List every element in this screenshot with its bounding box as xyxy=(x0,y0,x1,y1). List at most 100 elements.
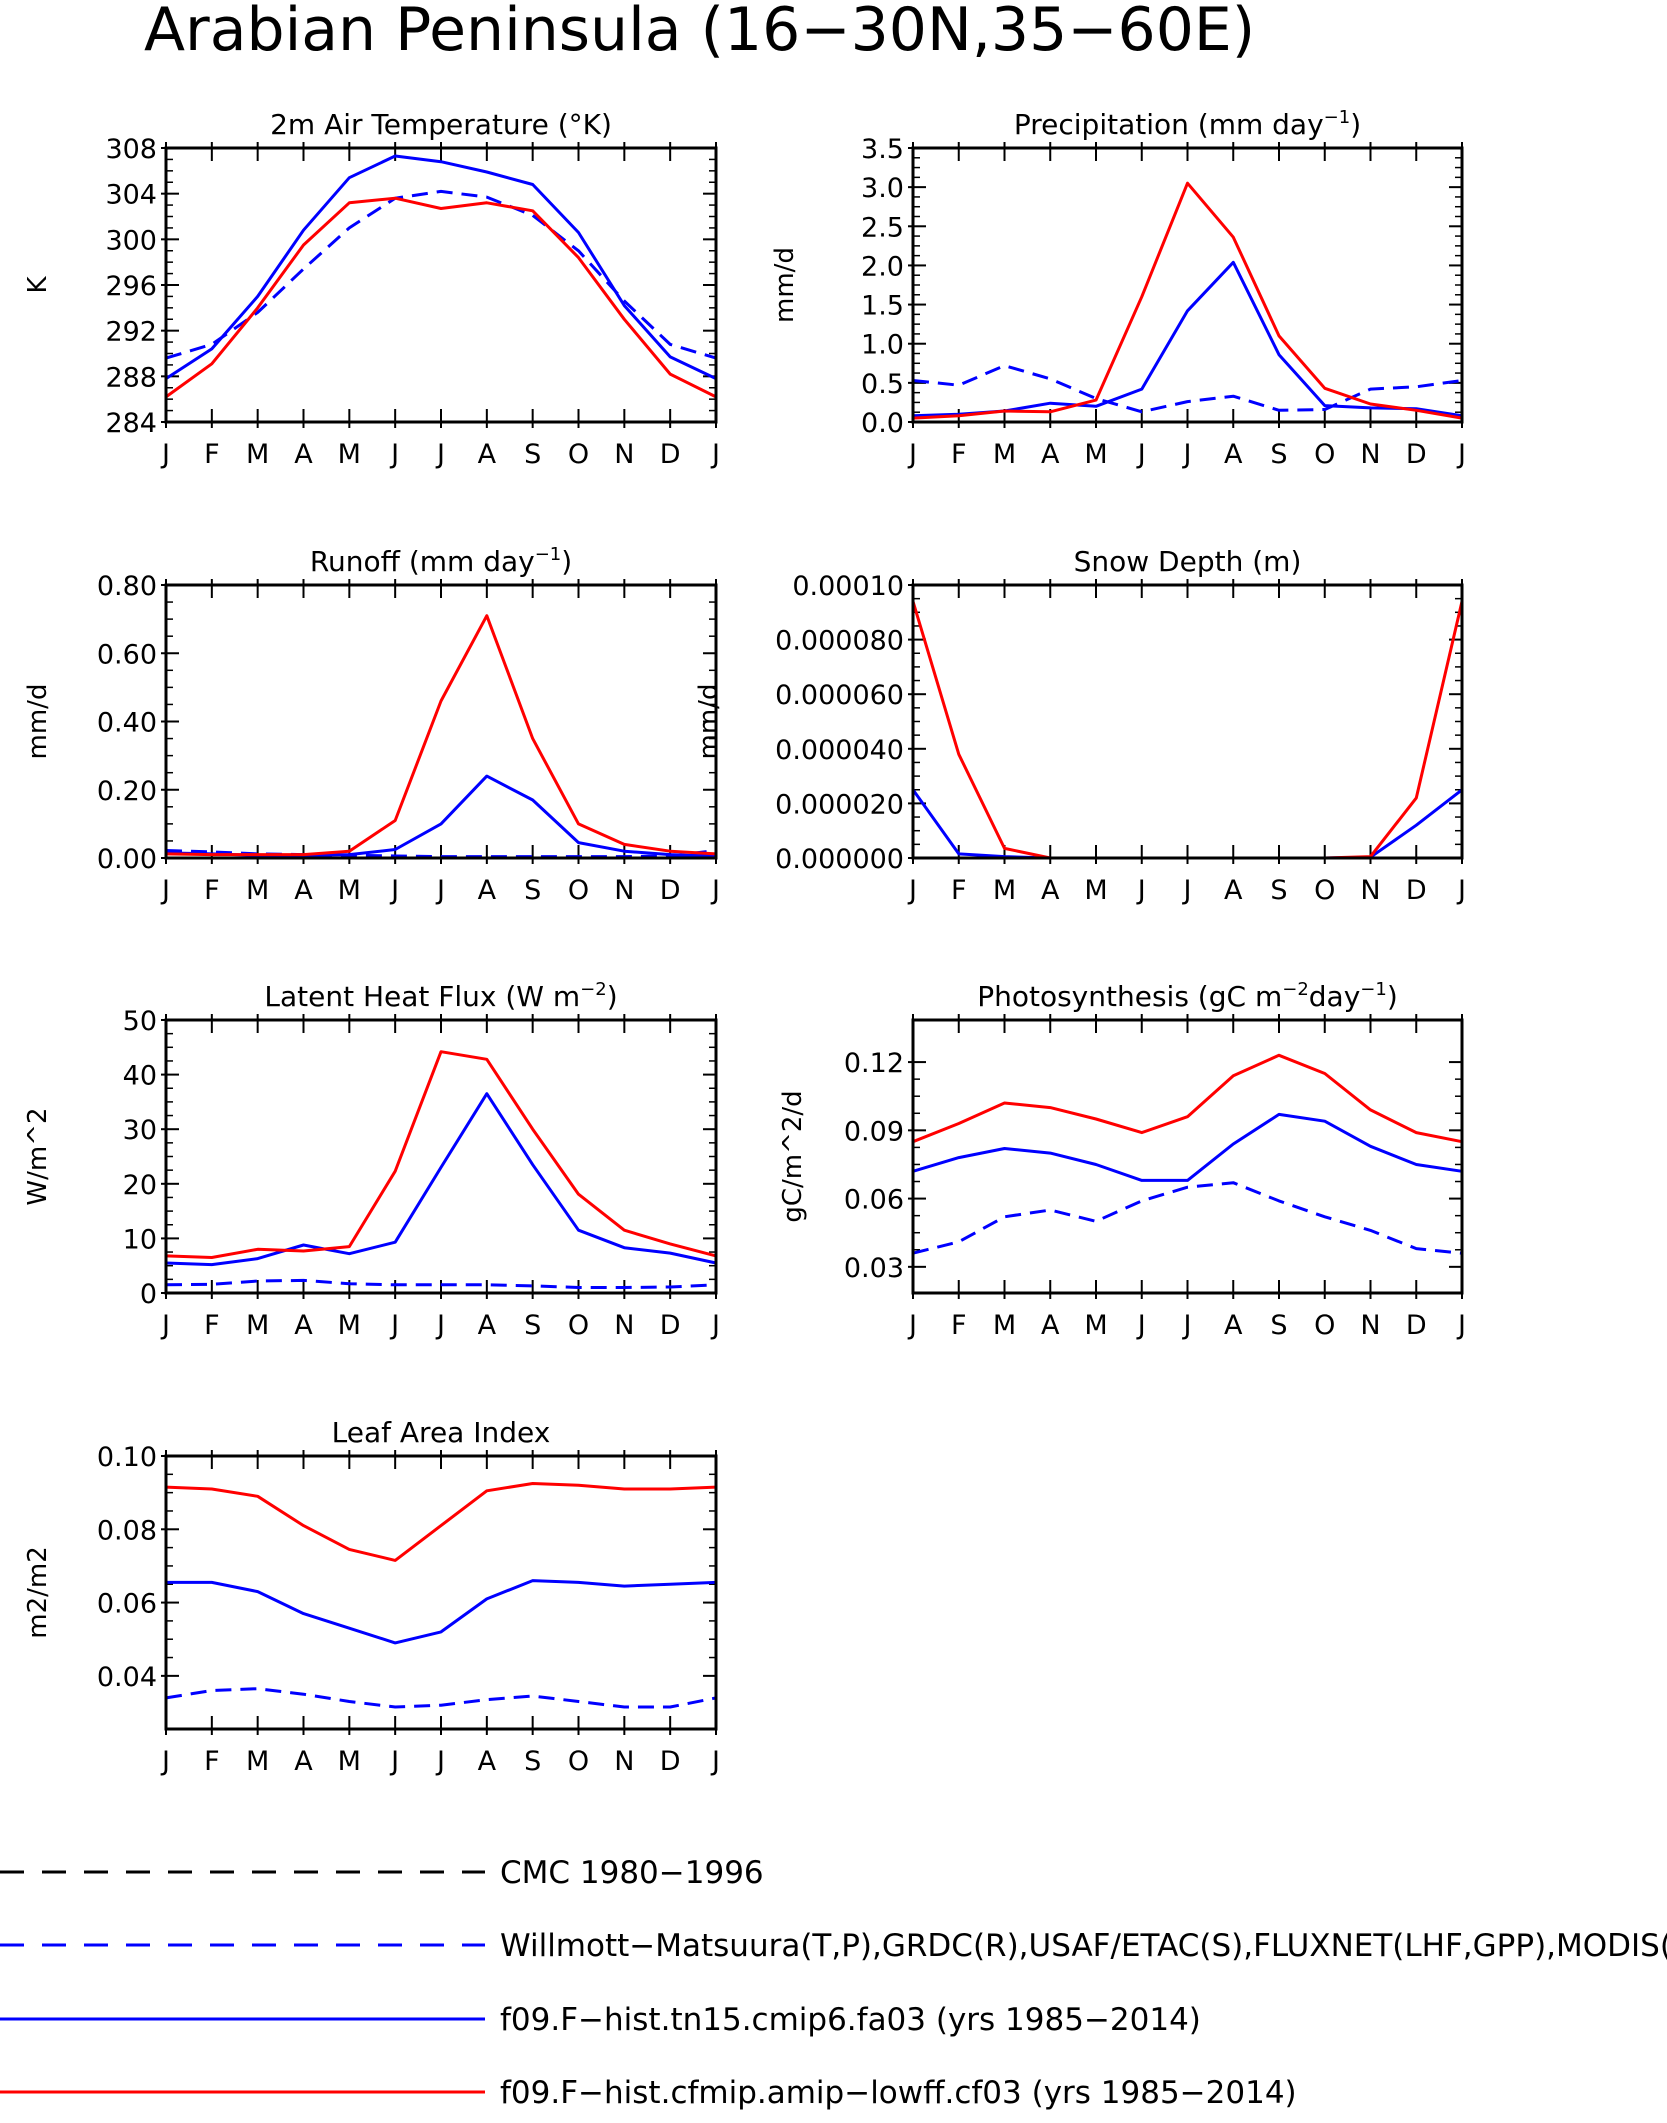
x-tick-label: N xyxy=(614,1310,634,1341)
x-tick-label: M xyxy=(246,1746,269,1777)
series-line-model2 xyxy=(912,1053,1463,1144)
x-tick-label: J xyxy=(389,439,399,470)
series-line-obs xyxy=(912,364,1463,414)
panel-title-text: 2m Air Temperature (°K) xyxy=(270,108,612,141)
series-line-model2 xyxy=(912,181,1463,420)
panel-title: Snow Depth (m) xyxy=(1074,545,1302,578)
plot-frame xyxy=(911,1018,1464,1295)
x-tick-label: D xyxy=(660,1746,681,1777)
plot-frame xyxy=(164,1018,718,1295)
x-tick-label: O xyxy=(568,439,589,470)
panel-title: 2m Air Temperature (°K) xyxy=(270,108,612,141)
x-tick-label: J xyxy=(435,1310,445,1341)
x-tick-label: F xyxy=(204,875,220,906)
x-tick-label: J xyxy=(1182,439,1192,470)
x-tick-label: M xyxy=(246,875,269,906)
x-tick-label: M xyxy=(993,875,1016,906)
panel-title: Runoff (mm day−1) xyxy=(310,544,572,578)
y-tick-label: 2.5 xyxy=(861,212,904,243)
x-tick-label: J xyxy=(710,875,720,906)
legend-label-2: Willmott−Matsuura(T,P),GRDC(R),USAF/ETAC… xyxy=(500,1928,1667,1964)
x-tick-label: F xyxy=(951,875,967,906)
panel-title-superscript: −1 xyxy=(1360,979,1387,1000)
y-tick-label: 30 xyxy=(123,1115,157,1146)
panel-title-text: Snow Depth (m) xyxy=(1074,545,1302,578)
x-tick-label: A xyxy=(478,875,497,906)
x-tick-label: F xyxy=(204,1310,220,1341)
x-tick-label: N xyxy=(614,875,634,906)
x-tick-label: M xyxy=(338,439,361,470)
x-tick-label: O xyxy=(568,875,589,906)
y-tick-label: 0.40 xyxy=(97,708,157,739)
x-tick-label: S xyxy=(1270,439,1287,470)
y-tick-label: 288 xyxy=(105,362,157,393)
x-tick-label: A xyxy=(294,1310,313,1341)
x-tick-label: A xyxy=(294,875,313,906)
x-tick-label: A xyxy=(1224,875,1243,906)
y-tick-label: 0.06 xyxy=(97,1589,157,1620)
y-axis-label: K xyxy=(23,276,53,294)
y-tick-label: 304 xyxy=(105,180,157,211)
x-tick-label: J xyxy=(907,439,917,470)
x-tick-label: M xyxy=(246,1310,269,1341)
x-tick-label: J xyxy=(1136,1310,1146,1341)
y-tick-label: 300 xyxy=(105,225,157,256)
x-tick-label: F xyxy=(204,1746,220,1777)
x-tick-label: M xyxy=(338,875,361,906)
x-tick-label: J xyxy=(1182,875,1192,906)
x-tick-label: O xyxy=(568,1310,589,1341)
x-tick-label: J xyxy=(160,1310,170,1341)
y-tick-label: 50 xyxy=(123,1006,157,1037)
x-tick-label: N xyxy=(1360,439,1380,470)
panel-title-superscript: −1 xyxy=(535,544,562,565)
x-tick-label: A xyxy=(1041,1310,1060,1341)
legend-label-3: f09.F−hist.tn15.cmip6.fa03 (yrs 1985−201… xyxy=(500,2002,1201,2038)
x-tick-label: J xyxy=(435,875,445,906)
y-tick-label: 10 xyxy=(123,1224,157,1255)
x-tick-label: M xyxy=(246,439,269,470)
x-tick-label: J xyxy=(389,875,399,906)
series-line-obs xyxy=(912,1181,1463,1255)
y-tick-label: 0 xyxy=(140,1279,157,1310)
y-axis-label: m2/m2 xyxy=(23,1546,53,1639)
y-tick-label: 0.10 xyxy=(97,1442,157,1473)
panel-4: Snow Depth (m) mm/d 0.000000 0.000020 0.0000… xyxy=(694,545,1466,906)
x-tick-label: A xyxy=(294,1746,313,1777)
y-tick-label: 20 xyxy=(123,1170,157,1201)
x-tick-label: A xyxy=(1224,1310,1243,1341)
y-tick-label: 0.0 xyxy=(861,408,904,439)
x-tick-label: J xyxy=(710,1746,720,1777)
y-tick-label: 0.12 xyxy=(844,1048,904,1079)
x-tick-label: S xyxy=(524,439,541,470)
y-tick-label: 2.0 xyxy=(861,251,904,282)
panel-title: Leaf Area Index xyxy=(332,1416,551,1449)
legend-label-1: CMC 1980−1996 xyxy=(500,1855,764,1891)
x-tick-label: J xyxy=(1136,439,1146,470)
x-tick-label: A xyxy=(1224,439,1243,470)
x-tick-label: J xyxy=(389,1746,399,1777)
panel-1: 2m Air Temperature (°K) K 284 288 292 296 300 3… xyxy=(23,108,720,470)
x-tick-label: O xyxy=(1314,875,1335,906)
x-tick-label: D xyxy=(660,875,681,906)
x-tick-label: J xyxy=(907,875,917,906)
y-tick-label: 0.000060 xyxy=(775,680,904,711)
panel-title-text: Latent Heat Flux (W m xyxy=(264,980,580,1013)
series-line-model2 xyxy=(165,614,717,857)
y-axis-label: gC/m^2/d xyxy=(778,1090,808,1222)
y-tick-label: 0.03 xyxy=(844,1253,904,1284)
y-tick-label: 0.000000 xyxy=(775,844,904,875)
x-tick-label: J xyxy=(389,1310,399,1341)
plot-frame xyxy=(911,583,1464,860)
x-tick-label: J xyxy=(1456,439,1466,470)
x-tick-label: D xyxy=(660,1310,681,1341)
y-tick-label: 0.60 xyxy=(97,639,157,670)
panel-title: Precipitation (mm day−1) xyxy=(1014,107,1361,141)
x-tick-label: M xyxy=(338,1746,361,1777)
x-tick-label: M xyxy=(1084,875,1107,906)
series-line-model1 xyxy=(165,1092,717,1267)
x-tick-label: D xyxy=(660,439,681,470)
y-tick-label: 0.08 xyxy=(97,1515,157,1546)
x-tick-label: M xyxy=(1084,1310,1107,1341)
y-axis-label: mm/d xyxy=(770,247,800,323)
